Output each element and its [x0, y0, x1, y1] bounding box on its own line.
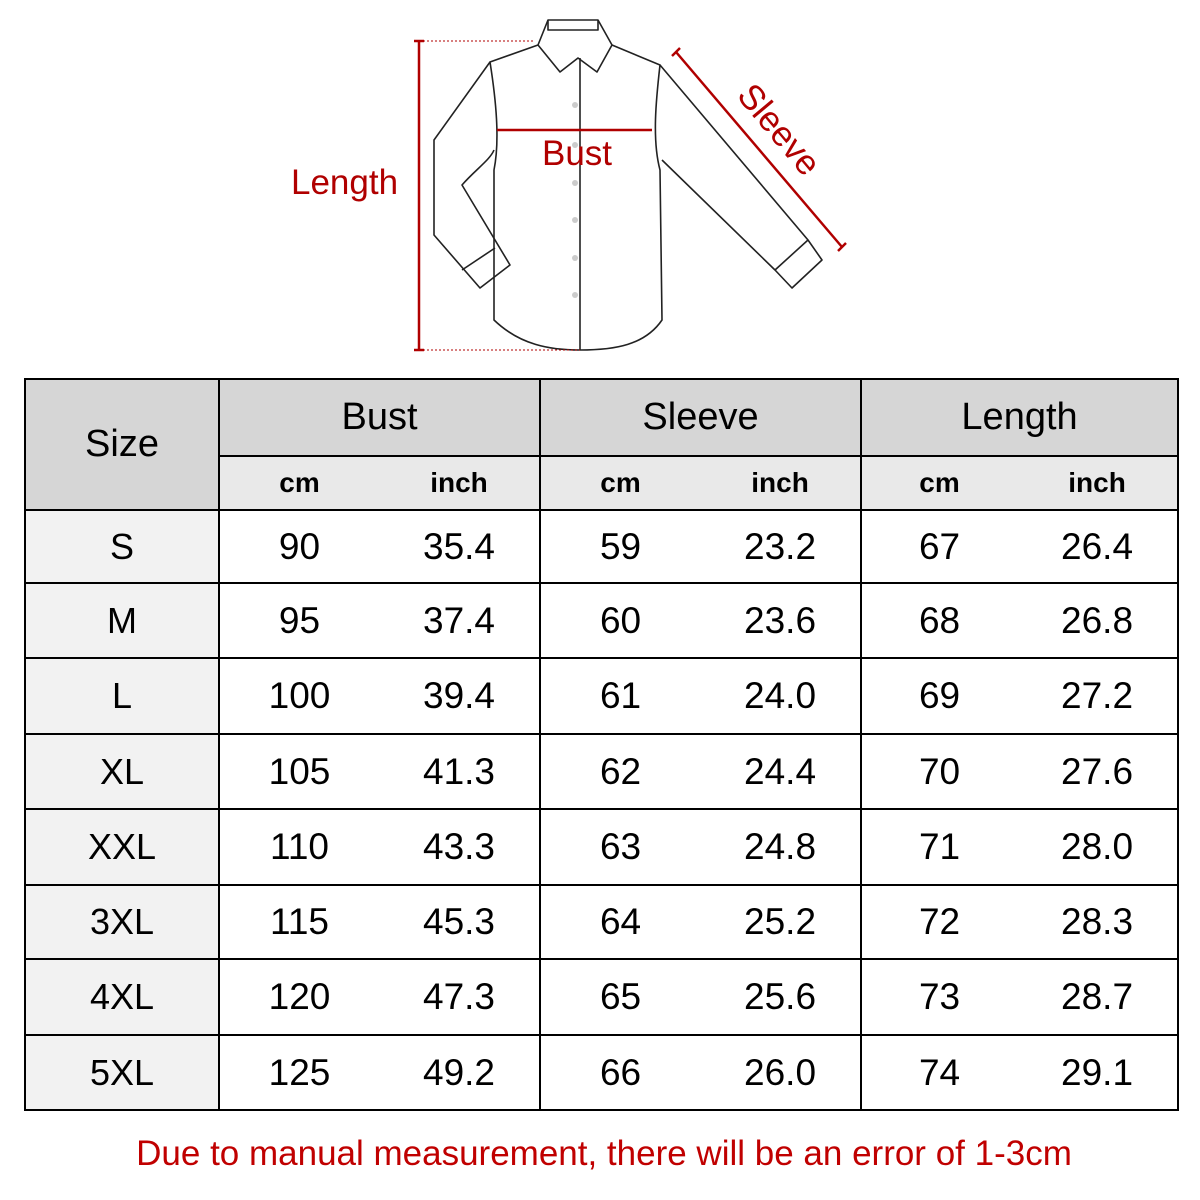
inch-value-cell: 23.6 [700, 582, 863, 659]
inch-value-cell: 26.0 [700, 1034, 863, 1111]
unit-cm: cm [539, 455, 701, 511]
inch-value-cell: 24.8 [700, 808, 863, 886]
table-row: XXL 110 43.3 63 24.8 71 28.0 [24, 808, 1180, 886]
sleeve-measure-line [675, 51, 843, 248]
inch-value-cell: 43.3 [379, 808, 542, 886]
cm-value-cell: 67 [860, 509, 1018, 584]
inch-value-cell: 26.4 [1017, 509, 1180, 584]
inch-value-cell: 41.3 [379, 733, 542, 810]
cm-value-cell: 105 [218, 733, 379, 810]
collar [537, 19, 613, 73]
length-header: Length [860, 378, 1180, 457]
cm-value-cell: 120 [218, 958, 379, 1036]
unit-cm: cm [218, 455, 379, 511]
table-row: 4XL 120 47.3 65 25.6 73 28.7 [24, 958, 1180, 1036]
inch-value-cell: 49.2 [379, 1034, 542, 1111]
size-chart-table: Size Bust Sleeve Length cm inch cm inch … [24, 378, 1180, 1111]
bust-label: Bust [542, 134, 613, 173]
cm-value-cell: 125 [218, 1034, 379, 1111]
cm-value-cell: 62 [539, 733, 701, 810]
inch-value-cell: 29.1 [1017, 1034, 1180, 1111]
table-row: XL 105 41.3 62 24.4 70 27.6 [24, 733, 1180, 810]
cm-value-cell: 70 [860, 733, 1018, 810]
size-cell: M [24, 582, 220, 659]
cm-value-cell: 65 [539, 958, 701, 1036]
inch-value-cell: 25.2 [700, 884, 863, 960]
cm-value-cell: 72 [860, 884, 1018, 960]
inch-value-cell: 37.4 [379, 582, 542, 659]
inch-value-cell: 27.6 [1017, 733, 1180, 810]
sleeve-header: Sleeve [539, 378, 863, 457]
table-row: L 100 39.4 61 24.0 69 27.2 [24, 657, 1180, 735]
cm-value-cell: 71 [860, 808, 1018, 886]
size-cell: 5XL [24, 1034, 220, 1111]
inch-value-cell: 39.4 [379, 657, 542, 735]
inch-value-cell: 24.0 [700, 657, 863, 735]
size-cell: XL [24, 733, 220, 810]
cm-value-cell: 64 [539, 884, 701, 960]
inch-value-cell: 26.8 [1017, 582, 1180, 659]
cm-value-cell: 95 [218, 582, 379, 659]
size-cell: 4XL [24, 958, 220, 1036]
inch-value-cell: 28.3 [1017, 884, 1180, 960]
cm-value-cell: 60 [539, 582, 701, 659]
inch-value-cell: 28.0 [1017, 808, 1180, 886]
bust-header: Bust [217, 378, 542, 457]
inch-value-cell: 25.6 [700, 958, 863, 1036]
table-row: M 95 37.4 60 23.6 68 26.8 [24, 582, 1180, 659]
length-label: Length [291, 163, 399, 202]
size-cell: XXL [24, 808, 220, 886]
unit-inch: inch [1017, 455, 1180, 511]
inch-value-cell: 27.2 [1017, 657, 1180, 735]
table-row: 5XL 125 49.2 66 26.0 74 29.1 [24, 1034, 1180, 1111]
cm-value-cell: 68 [860, 582, 1018, 659]
inch-value-cell: 45.3 [379, 884, 542, 960]
cm-value-cell: 61 [539, 657, 701, 735]
size-cell: 3XL [24, 884, 220, 960]
cm-value-cell: 59 [539, 509, 701, 584]
shirt-icon [414, 19, 847, 352]
unit-cm: cm [860, 455, 1018, 511]
cm-value-cell: 110 [218, 808, 379, 886]
inch-value-cell: 35.4 [379, 509, 542, 584]
size-cell: L [24, 657, 220, 735]
measurement-note: Due to manual measurement, there will be… [136, 1134, 1072, 1173]
unit-inch: inch [379, 455, 542, 511]
shirt-measurement-diagram: Length Bust Sleeve [0, 0, 1200, 370]
inch-value-cell: 28.7 [1017, 958, 1180, 1036]
size-cell: S [24, 509, 220, 584]
table-row: 3XL 115 45.3 64 25.2 72 28.3 [24, 884, 1180, 960]
size-header: Size [24, 378, 220, 511]
inch-value-cell: 23.2 [700, 509, 863, 584]
cm-value-cell: 63 [539, 808, 701, 886]
unit-inch: inch [700, 455, 863, 511]
cm-value-cell: 74 [860, 1034, 1018, 1111]
cm-value-cell: 100 [218, 657, 379, 735]
cm-value-cell: 90 [218, 509, 379, 584]
cm-value-cell: 66 [539, 1034, 701, 1111]
cm-value-cell: 73 [860, 958, 1018, 1036]
cm-value-cell: 115 [218, 884, 379, 960]
table-row: S 90 35.4 59 23.2 67 26.4 [24, 509, 1180, 584]
inch-value-cell: 24.4 [700, 733, 863, 810]
cm-value-cell: 69 [860, 657, 1018, 735]
inch-value-cell: 47.3 [379, 958, 542, 1036]
